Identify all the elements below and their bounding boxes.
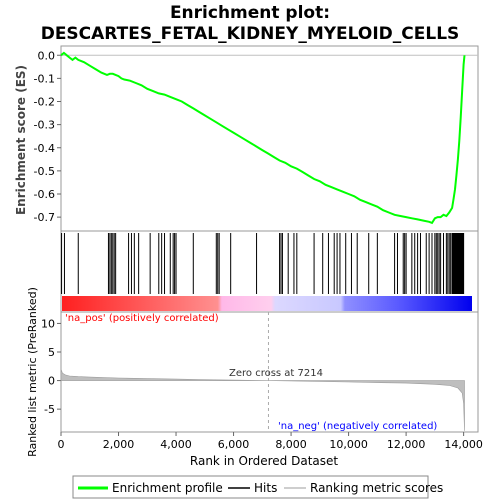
es-ytick-label: -0.5 [34,165,55,178]
es-ytick-label: -0.6 [34,188,55,201]
x-tick-label: 6,000 [218,438,250,451]
na-pos-label: 'na_pos' (positively correlated) [65,313,219,324]
es-ytick-label: -0.1 [34,72,55,85]
rank-color-bar [62,296,472,311]
zero-cross-label: Zero cross at 7214 [229,368,323,379]
x-axis-label: Rank in Ordered Dataset [190,454,338,468]
es-ytick-label: -0.3 [34,119,55,132]
metric-ylabel: Ranked list metric (PreRanked) [26,287,39,457]
x-tick-label: 8,000 [275,438,307,451]
na-neg-label: 'na_neg' (negatively correlated) [278,421,437,432]
legend-box [72,475,429,499]
x-tick-label: 14,000 [444,438,483,451]
metric-ytick-label: 10 [41,317,55,330]
x-tick-label: 4,000 [160,438,192,451]
es-ytick-label: 0.0 [38,49,56,62]
es-ytick-label: -0.7 [34,211,55,224]
enrichment-profile-line [60,51,466,225]
metric-ytick-label: -5 [44,403,55,416]
metric-ytick-label: 5 [48,346,55,359]
es-ylabel: Enrichment score (ES) [14,65,28,215]
ranking-metric-area [60,369,465,431]
x-tick-label: 2,000 [103,438,135,451]
chart-title-line2: DESCARTES_FETAL_KIDNEY_MYELOID_CELLS [41,24,460,44]
legend-enrichment-label: Enrichment profile [112,481,223,495]
chart-title-line1: Enrichment plot: [170,3,330,23]
es-ytick-label: -0.2 [34,96,55,109]
x-tick-label: 12,000 [387,438,426,451]
metric-ytick-label: 0 [48,375,55,388]
es-ytick-label: -0.4 [34,142,55,155]
metric-panel-frame [60,311,479,433]
es-panel-frame [60,45,479,232]
legend-metric-label: Ranking metric scores [310,481,443,495]
x-tick-label: 0 [58,438,65,451]
legend-hits-label: Hits [254,481,277,495]
x-tick-label: 10,000 [329,438,368,451]
